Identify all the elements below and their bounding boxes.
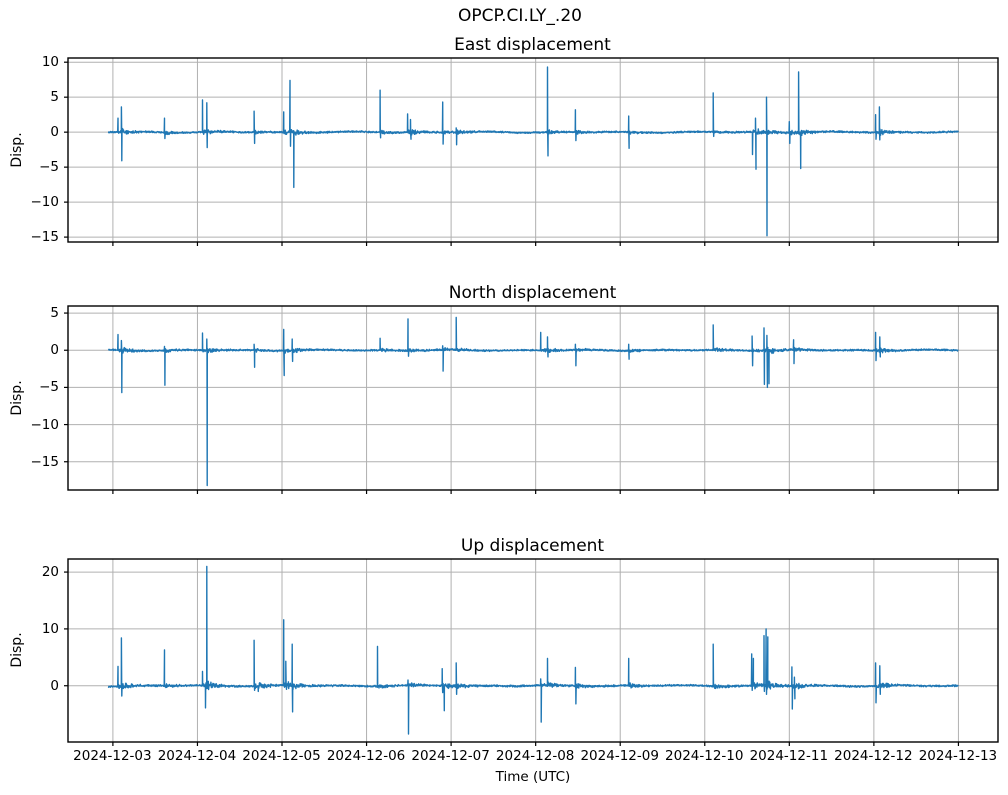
x-tick-label: 2024-12-04 — [157, 748, 237, 764]
y-tick-label: 0 — [50, 124, 59, 141]
y-tick-label: −15 — [30, 229, 60, 246]
x-tick-label: 2024-12-11 — [749, 748, 829, 764]
y-tick-label: −5 — [39, 159, 59, 176]
figure-title: OPCP.CI.LY_.20 — [458, 6, 582, 26]
x-tick-label: 2024-12-06 — [326, 748, 406, 764]
subplot-up-title: Up displacement — [460, 536, 605, 556]
x-tick-label: 2024-12-05 — [242, 748, 321, 764]
subplot-east-plot-area — [63, 57, 999, 246]
x-tick-label: 2024-12-03 — [73, 748, 152, 764]
y-tick-label: −10 — [30, 194, 60, 211]
axes-frame — [66, 305, 999, 491]
y-tick-label: 10 — [41, 54, 59, 71]
displacement-trace — [107, 316, 959, 487]
x-tick-label: 2024-12-10 — [665, 748, 744, 764]
x-tick-label: 2024-12-09 — [580, 748, 659, 764]
subplot-north-plot-area — [63, 305, 999, 494]
displacement-trace — [107, 565, 959, 735]
y-tick-label: 5 — [50, 305, 59, 322]
y-tick-label: −10 — [30, 416, 60, 433]
y-tick-label: −5 — [39, 379, 59, 396]
y-tick-label: 0 — [50, 342, 59, 359]
y-tick-label: 5 — [50, 89, 59, 106]
x-tick-label: 2024-12-08 — [495, 748, 575, 764]
x-axis-label: Time (UTC) — [495, 769, 571, 785]
axes-frame — [66, 558, 999, 743]
x-tick-label: 2024-12-12 — [834, 748, 913, 764]
x-tick-label: 2024-12-13 — [918, 748, 998, 764]
subplot-up-plot-area — [63, 558, 999, 746]
y-tick-label: −15 — [30, 453, 60, 470]
y-tick-label: 10 — [41, 620, 59, 637]
y-tick-label: 0 — [50, 677, 59, 694]
subplot-north-title: North displacement — [448, 283, 617, 303]
x-tick-label: 2024-12-07 — [411, 748, 490, 764]
subplot-east-title: East displacement — [454, 35, 611, 55]
displacement-trace — [107, 66, 959, 237]
axes-frame — [66, 57, 999, 243]
y-tick-label: 20 — [41, 564, 59, 581]
